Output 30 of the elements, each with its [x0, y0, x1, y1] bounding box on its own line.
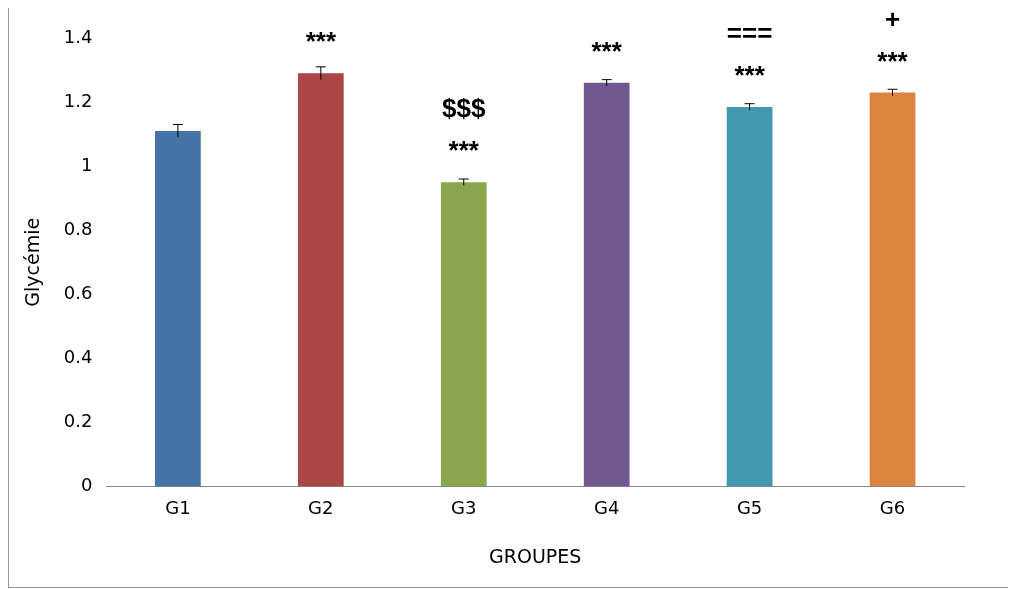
y-tick-label: 0.8 [63, 217, 93, 239]
x-tick-label: G2 [308, 497, 334, 519]
x-tick-label: G5 [736, 497, 763, 519]
x-tick-label: G6 [879, 497, 906, 519]
x-tick-label: G4 [593, 497, 620, 519]
bar [155, 130, 201, 487]
bar [726, 106, 773, 487]
annotation: *** [591, 36, 623, 67]
annotation: + [884, 3, 901, 34]
y-axis-title: Glycémie [21, 217, 44, 307]
y-tick-label: 0.4 [63, 346, 93, 368]
annotation: *** [877, 45, 909, 76]
annotation: *** [305, 26, 337, 57]
x-tick-label: G3 [451, 497, 477, 519]
bar [583, 82, 630, 487]
annotation: *** [448, 135, 480, 166]
x-tick-label: G1 [165, 497, 191, 519]
bar [297, 73, 344, 487]
x-axis-title: GROUPES [489, 544, 582, 567]
annotation: $$$ [442, 93, 486, 124]
bar [869, 92, 916, 487]
y-tick-label: 1 [80, 153, 93, 175]
annotation: === [726, 18, 773, 49]
annotation: *** [734, 60, 766, 91]
y-tick-label: 0.2 [63, 410, 93, 432]
y-tick-label: 1.4 [63, 25, 93, 47]
bar [440, 182, 487, 487]
y-tick-label: 0 [80, 474, 93, 496]
y-tick-label: 0.6 [63, 282, 93, 304]
y-tick-label: 1.2 [63, 89, 93, 111]
